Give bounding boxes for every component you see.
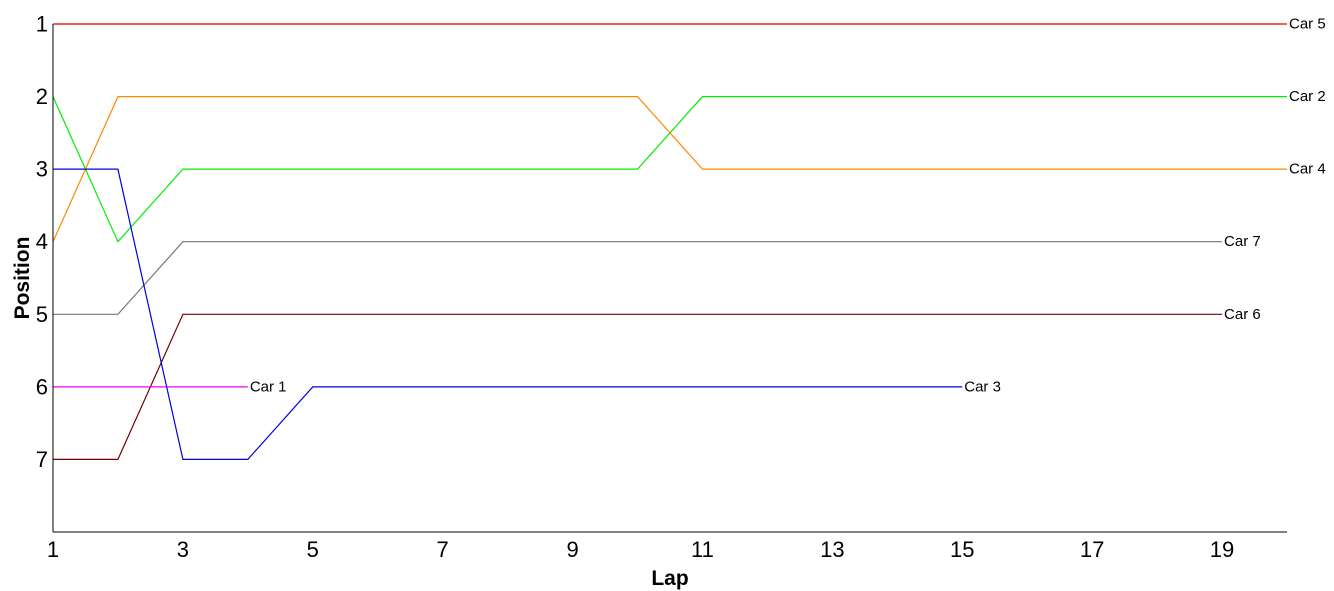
x-tick-label: 3 [177, 537, 189, 562]
x-tick-label: 11 [691, 537, 714, 562]
plot-area: Car 5 Car 2 Car 4 Car 7 Car 6 Car 1 Car 3 [52, 16, 1326, 460]
series-line-car-7 [53, 241, 1223, 315]
x-tick-label: 17 [1080, 537, 1104, 562]
x-tick-label: 15 [950, 537, 974, 562]
y-tick-label: 6 [36, 374, 48, 399]
y-tick-label: 5 [36, 302, 48, 327]
y-axis-title: Position [11, 237, 34, 320]
y-tick-label: 7 [36, 447, 48, 472]
x-tick-label: 9 [566, 537, 578, 562]
x-tick-label: 19 [1210, 537, 1234, 562]
x-tick-label: 5 [307, 537, 319, 562]
series-label-car-7: Car 7 [1224, 233, 1261, 250]
series-label-car-5: Car 5 [1289, 16, 1326, 33]
x-axis-title: Lap [651, 567, 688, 590]
series-line-car-4 [52, 95, 1287, 242]
y-tick-label: 4 [36, 229, 48, 254]
series-label-car-1: Car 1 [250, 378, 287, 395]
x-tick-labels: 1 3 5 7 9 11 13 15 17 19 [47, 537, 1234, 562]
y-tick-label: 1 [36, 12, 48, 37]
x-tick-label: 13 [820, 537, 844, 562]
y-tick-label: 3 [36, 157, 48, 182]
y-tick-labels: 1 2 3 4 5 6 7 [36, 12, 48, 472]
series-line-car-3 [53, 168, 963, 460]
series-label-car-4: Car 4 [1289, 161, 1326, 178]
series-label-car-2: Car 2 [1289, 88, 1326, 105]
series-label-car-3: Car 3 [964, 378, 1001, 395]
x-tick-label: 1 [47, 537, 59, 562]
series-line-car-2 [52, 95, 1287, 243]
series-label-car-6: Car 6 [1224, 306, 1261, 323]
y-tick-label: 2 [36, 84, 48, 109]
x-tick-label: 7 [437, 537, 449, 562]
